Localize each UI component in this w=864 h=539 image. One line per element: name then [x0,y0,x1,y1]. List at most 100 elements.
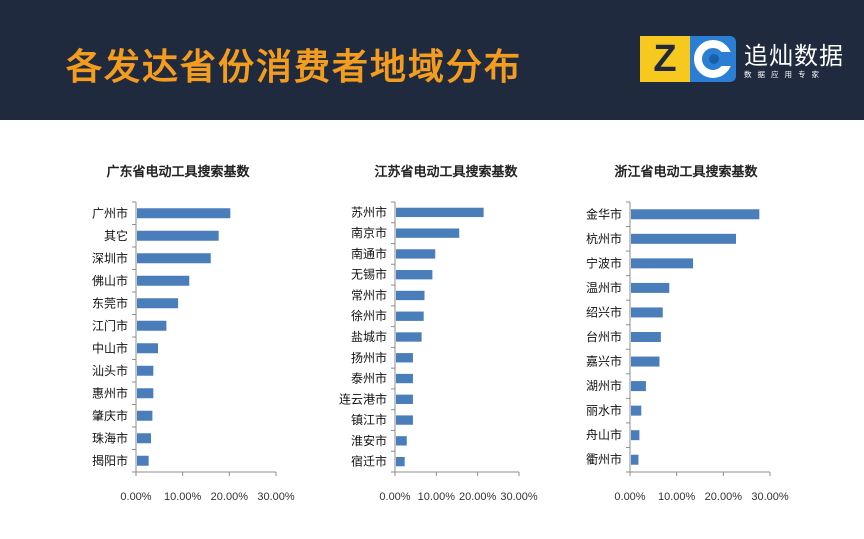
header-bar: 各发达省份消费者地域分布 Z 追灿数据 数据应用专家 [0,0,864,120]
bar [396,456,405,467]
bar [137,208,231,219]
bar [396,270,433,280]
category-label: 镇江市 [351,412,387,427]
x-tick-label: 10.00% [418,491,456,503]
x-tick-label: 30.00% [500,491,538,503]
bar [631,356,660,367]
category-label: 深圳市 [92,250,128,265]
category-label: 温州市 [586,280,622,295]
bar [396,290,425,301]
category-label: 杭州市 [586,231,622,246]
bar [396,353,413,363]
category-label: 珠海市 [92,430,128,445]
bar [631,209,760,220]
bar [396,373,413,384]
x-tick-label: 10.00% [658,491,696,503]
category-label: 宿迁市 [351,454,387,469]
category-label: 泰州市 [351,371,387,386]
x-tick-label: 0.00% [614,491,645,503]
category-label: 丽水市 [586,403,622,418]
category-label: 肇庆市 [92,408,128,423]
bar [137,298,179,309]
chart-zhejiang: 浙江省电动工具搜索基数金华市杭州市宁波市温州市绍兴市台州市嘉兴市湖州市丽水市舟山… [578,150,858,530]
category-label: 惠州市 [92,385,128,400]
bar [631,430,640,441]
bar [137,410,153,421]
bar [137,230,219,241]
category-label: 盐城市 [351,329,387,344]
category-label: 宁波市 [586,255,622,270]
category-label: 汕头市 [92,363,128,378]
bar [137,320,167,331]
category-label: 扬州市 [351,350,387,365]
x-tick-label: 20.00% [705,491,743,503]
bar [396,415,413,425]
bar [137,253,211,264]
bar [396,228,460,238]
logo-tagline: 数据应用专家 [744,70,825,79]
bar [137,433,151,444]
x-tick-label: 30.00% [751,491,789,503]
category-label: 嘉兴市 [586,354,622,369]
bar [631,282,670,293]
logo-brand-name: 追灿数据 [744,42,844,70]
category-label: 金华市 [586,206,622,221]
category-label: 广州市 [92,205,128,220]
bar [396,249,436,259]
bar [631,307,663,318]
x-tick-label: 30.00% [257,491,295,503]
bar [396,332,422,342]
category-label: 南京市 [351,225,387,240]
brand-logo: Z 追灿数据 数据应用专家 [640,36,860,84]
x-tick-label: 0.00% [120,491,151,503]
chart-title: 浙江省电动工具搜索基数 [614,164,758,180]
x-tick-label: 20.00% [211,491,249,503]
category-label: 揭阳市 [92,453,128,468]
bar [137,388,154,399]
chart-jiangsu-svg: 江苏省电动工具搜索基数苏州市南京市南通市无锡市常州市徐州市盐城市扬州市泰州市连云… [339,164,538,503]
chart-title: 广东省电动工具搜索基数 [106,164,250,180]
category-label: 南通市 [351,246,387,261]
logo-z-mark: Z [640,36,690,82]
bar [631,405,642,416]
bar [137,365,154,376]
bar [396,207,484,218]
category-label: 中山市 [92,340,128,355]
bar [631,233,736,244]
x-tick-label: 20.00% [459,491,497,503]
bar [396,394,413,404]
chart-jiangsu: 江苏省电动工具搜索基数苏州市南京市南通市无锡市常州市徐州市盐城市扬州市泰州市连云… [298,150,578,530]
chart-title: 江苏省电动工具搜索基数 [374,164,518,180]
chart-guangdong: 广东省电动工具搜索基数广州市其它深圳市佛山市东莞市江门市中山市汕头市惠州市肇庆市… [18,150,298,530]
category-label: 绍兴市 [586,304,622,319]
chart-guangdong-svg: 广东省电动工具搜索基数广州市其它深圳市佛山市东莞市江门市中山市汕头市惠州市肇庆市… [92,164,295,503]
category-label: 东莞市 [92,295,128,310]
category-label: 台州市 [586,329,622,344]
category-label: 舟山市 [586,427,622,442]
category-label: 淮安市 [351,433,387,448]
bar [137,343,158,354]
category-label: 佛山市 [92,273,128,288]
x-tick-label: 0.00% [379,491,410,503]
category-label: 徐州市 [351,308,387,323]
bar [631,258,694,269]
category-label: 江门市 [92,318,128,333]
bar [137,275,190,286]
category-label: 连云港市 [339,391,387,406]
chart-zhejiang-svg: 浙江省电动工具搜索基数金华市杭州市宁波市温州市绍兴市台州市嘉兴市湖州市丽水市舟山… [586,164,789,503]
bar [631,381,646,392]
logo-c-icon [690,36,736,82]
category-label: 苏州市 [351,204,387,219]
category-label: 湖州市 [586,378,622,393]
x-tick-label: 10.00% [164,491,202,503]
bar [396,311,424,321]
category-label: 其它 [104,228,128,243]
bar [396,436,407,446]
bar [137,455,149,466]
category-label: 无锡市 [351,267,387,282]
category-label: 衢州市 [586,452,622,467]
category-label: 常州市 [351,287,387,302]
page-title: 各发达省份消费者地域分布 [66,47,523,88]
bar [631,332,661,342]
bar [631,454,639,465]
